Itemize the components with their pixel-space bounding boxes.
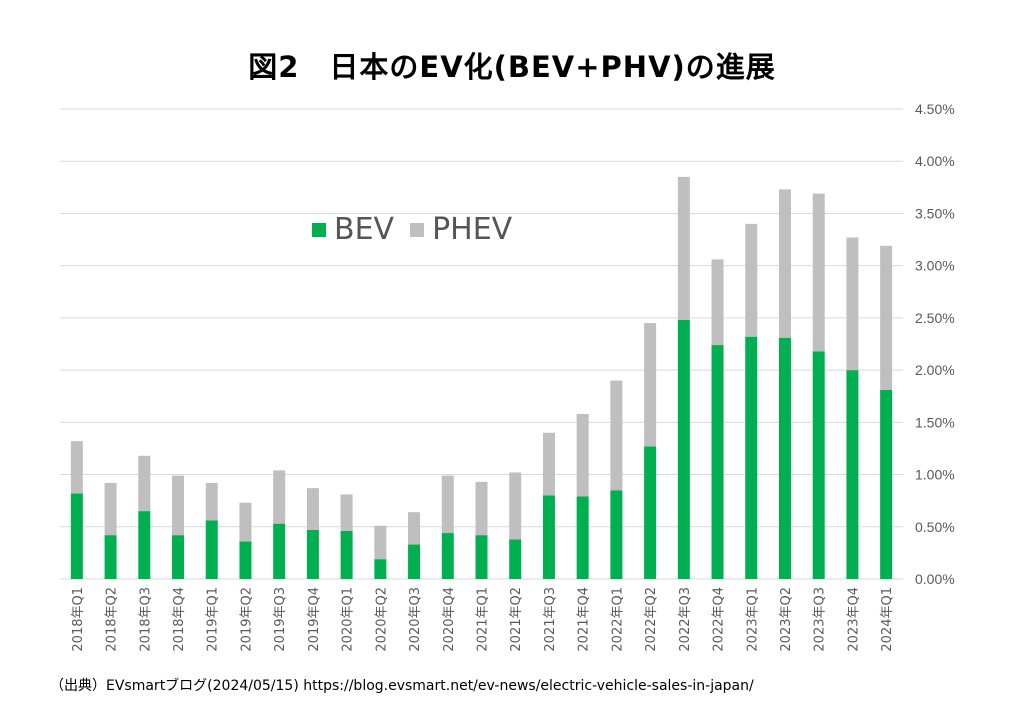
bar-bev	[475, 535, 488, 579]
x-tick-labels: 2018年Q1 2018年Q2 2018年Q3 2018年Q4 2019年Q1 2019年…	[71, 587, 895, 652]
x-tick-label: 2022年Q4	[712, 587, 727, 652]
x-tick-label: 2023年Q3	[813, 587, 828, 652]
bar-phev	[475, 481, 488, 536]
bar-phev	[745, 223, 758, 337]
bar-bev	[509, 539, 522, 579]
bar-phev	[306, 488, 319, 530]
bar-bev	[812, 351, 825, 579]
bar-phev	[340, 494, 353, 531]
bar-phev	[778, 189, 791, 338]
bar-bev	[677, 319, 690, 579]
y-tick-labels: 0.00% 0.50% 1.00% 1.50% 2.00% 2.50% 3.00% 3.50%…	[915, 101, 955, 587]
bar-phev	[846, 237, 859, 371]
bar-phev	[408, 512, 421, 545]
x-tick-label: 2022年Q2	[644, 587, 659, 652]
x-tick-label: 2018年Q4	[172, 587, 187, 652]
bar-bev	[610, 490, 623, 579]
bar-phev	[711, 259, 724, 346]
legend-swatch-bev	[312, 222, 326, 237]
legend-item-phev: PHEV	[410, 212, 512, 247]
bar-phev	[374, 525, 387, 560]
bar-bev	[306, 529, 319, 579]
x-tick-label: 2022年Q1	[610, 587, 625, 652]
bar-bev	[273, 523, 286, 579]
bar-phev	[205, 482, 218, 521]
bar-bev	[172, 535, 185, 579]
bar-phev	[576, 413, 589, 497]
source-citation: （出典）EVsmartブログ(2024/05/15) https://blog.…	[50, 678, 754, 694]
x-tick-label: 2020年Q2	[374, 587, 389, 652]
bar-bev	[408, 544, 421, 579]
x-tick-label: 2024年Q1	[880, 587, 895, 652]
y-tick-label: 2.50%	[915, 310, 955, 326]
bar-bev	[778, 337, 791, 579]
bar-phev	[542, 432, 555, 496]
x-tick-label: 2023年Q2	[779, 587, 794, 652]
chart-title: 図2 日本のEV化(BEV+PHV)の進展	[248, 50, 776, 84]
x-tick-label: 2018年Q1	[71, 587, 86, 652]
x-tick-label: 2020年Q3	[408, 587, 423, 652]
bar-bev	[711, 345, 724, 579]
x-tick-label: 2021年Q3	[543, 587, 558, 652]
x-tick-label: 2022年Q3	[678, 587, 693, 652]
bar-phev	[239, 502, 252, 542]
x-tick-label: 2019年Q2	[239, 587, 254, 652]
bar-bev	[70, 493, 83, 579]
bar-phev	[441, 475, 454, 534]
bar-phev	[880, 245, 893, 390]
y-tick-label: 3.50%	[915, 205, 955, 221]
bar-phev	[273, 470, 286, 524]
bar-bev	[239, 541, 252, 579]
bar-bev	[880, 389, 893, 579]
y-tick-label: 3.00%	[915, 258, 955, 274]
bar-phev	[677, 176, 690, 320]
bar-bev	[644, 446, 657, 579]
bar-bev	[138, 511, 151, 579]
bar-bev	[745, 336, 758, 579]
bar-bev	[374, 559, 387, 579]
legend: BEV PHEV	[312, 212, 528, 247]
x-tick-label: 2018年Q2	[105, 587, 120, 652]
bar-bev	[576, 496, 589, 579]
bar-bev	[205, 520, 218, 579]
bar-phev	[172, 475, 185, 536]
x-tick-label: 2018年Q3	[138, 587, 153, 652]
bar-phev	[138, 455, 151, 512]
bar-phev	[509, 472, 522, 540]
bar-bev	[340, 530, 353, 579]
x-tick-label: 2019年Q4	[307, 587, 322, 652]
x-tick-label: 2021年Q4	[577, 587, 592, 652]
y-tick-label: 2.00%	[915, 362, 955, 378]
y-tick-label: 1.00%	[915, 467, 955, 483]
legend-label-bev: BEV	[334, 212, 395, 247]
y-tick-label: 0.00%	[915, 571, 955, 587]
x-tick-label: 2021年Q2	[509, 587, 524, 652]
bar-bev	[441, 533, 454, 579]
x-tick-label: 2019年Q1	[206, 587, 221, 652]
bars	[70, 176, 893, 579]
x-tick-label: 2020年Q1	[341, 587, 356, 652]
y-tick-label: 0.50%	[915, 519, 955, 535]
bar-phev	[812, 193, 825, 352]
y-tick-label: 4.50%	[915, 101, 955, 117]
x-tick-label: 2021年Q1	[476, 587, 491, 652]
x-tick-label: 2020年Q4	[442, 587, 457, 652]
bar-phev	[610, 380, 623, 491]
x-tick-label: 2019年Q3	[273, 587, 288, 652]
legend-item-bev: BEV	[312, 212, 394, 247]
x-tick-label: 2023年Q4	[846, 587, 861, 652]
bar-bev	[542, 495, 555, 579]
legend-swatch-phev	[410, 222, 425, 237]
bar-phev	[104, 482, 117, 536]
y-tick-label: 1.50%	[915, 414, 955, 430]
x-tick-label: 2023年Q1	[745, 587, 760, 652]
y-tick-label: 4.00%	[915, 153, 955, 169]
bar-bev	[846, 370, 859, 579]
bar-bev	[104, 535, 117, 579]
bar-phev	[644, 323, 657, 447]
bar-phev	[70, 441, 83, 494]
legend-label-phev: PHEV	[432, 212, 513, 247]
